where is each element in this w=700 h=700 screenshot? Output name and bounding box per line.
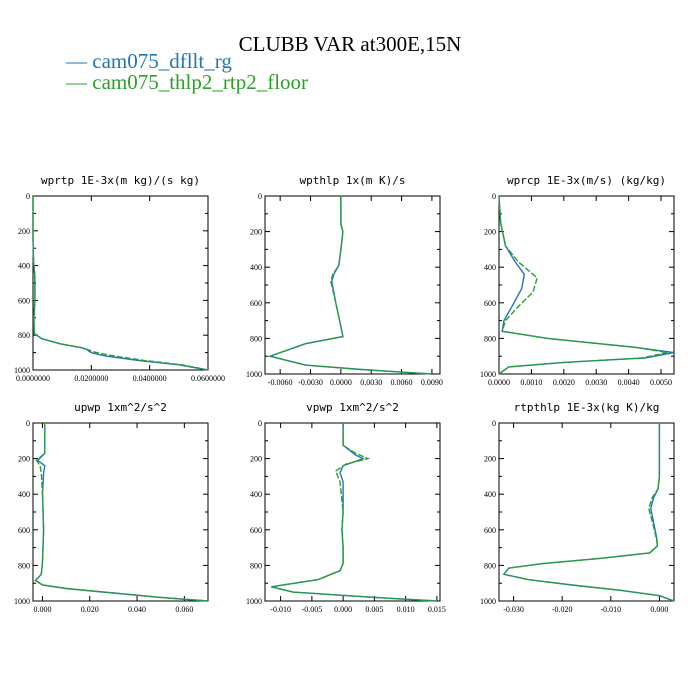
x-tick-label: 0.0030 [585, 378, 607, 387]
panel-title: vpwp 1xm^2/s^2 [306, 401, 399, 414]
y-tick-label: 0 [258, 192, 262, 201]
panel-title: wprcp 1E-3x(m/s) (kg/kg) [507, 174, 666, 187]
y-tick-label: 1000 [246, 370, 262, 379]
series-line-2 [34, 423, 209, 602]
series-line-2 [271, 423, 437, 602]
series-line-1 [34, 423, 209, 602]
y-tick-label: 600 [18, 526, 30, 535]
y-tick-label: 800 [18, 331, 30, 340]
y-tick-label: 400 [250, 263, 262, 272]
plot-frame [264, 195, 441, 375]
legend-entry-1: — cam075_dfllt_rg [66, 49, 232, 73]
x-tick-label: -0.010 [270, 605, 291, 614]
x-tick-label: -0.0060 [268, 378, 293, 387]
plot-frame [264, 422, 441, 602]
series-line-2 [498, 195, 668, 375]
x-tick-label: 0.0050 [650, 378, 672, 387]
y-tick-label: 200 [250, 228, 262, 237]
legend-entry-2: — cam075_thlp2_rtp2_floor [66, 70, 309, 94]
y-tick-label: 200 [484, 228, 496, 237]
x-tick-label: 0.005 [365, 605, 383, 614]
panel-2: wpthlp 1x(m K)/s 0 200 400 600 800 1000 -0.0060… [246, 174, 443, 387]
series-line-1 [502, 423, 675, 602]
y-tick-label: 600 [18, 296, 30, 305]
x-tick-label: 0.0020 [553, 378, 575, 387]
x-tick-label: 0.0060 [391, 378, 413, 387]
y-tick-label: 0 [26, 192, 30, 201]
y-tick-label: 200 [250, 455, 262, 464]
y-tick-label: 0 [492, 419, 496, 428]
panel-title: wpthlp 1x(m K)/s [300, 174, 406, 187]
y-tick-label: 600 [484, 299, 496, 308]
x-tick-label: 0.010 [397, 605, 415, 614]
y-tick-label: 1000 [480, 370, 496, 379]
plot-frame [32, 422, 209, 602]
panel-5: vpwp 1xm^2/s^2 0 200 400 600 800 1000 -0.010 -0.… [246, 401, 446, 614]
y-tick-label: 400 [18, 262, 30, 271]
y-tick-label: 600 [484, 526, 496, 535]
plot-frame [498, 195, 675, 375]
x-tick-label: 0.0000 [330, 378, 352, 387]
y-tick-label: 1000 [480, 597, 496, 606]
series-line-2 [32, 196, 209, 371]
series-line-1 [271, 423, 437, 602]
y-tick-label: 1000 [14, 597, 30, 606]
y-tick-label: 0 [26, 419, 30, 428]
x-tick-label: -0.005 [302, 605, 323, 614]
x-tick-label: 0.0030 [360, 378, 382, 387]
x-tick-label: 0.0090 [421, 378, 443, 387]
x-tick-label: 0.060 [175, 605, 193, 614]
x-tick-label: 0.000 [33, 605, 51, 614]
plot-frame [498, 422, 675, 602]
y-tick-label: 800 [250, 561, 262, 570]
x-tick-label: 0.0400000 [133, 374, 167, 383]
y-tick-label: 800 [18, 561, 30, 570]
y-tick-label: 200 [18, 227, 30, 236]
x-tick-label: -0.020 [552, 605, 573, 614]
panel-title: wprtp 1E-3x(m kg)/(s kg) [41, 174, 200, 187]
panel-6: rtpthlp 1E-3x(kg K)/kg02004006008001000-… [480, 401, 675, 614]
y-tick-label: 1000 [246, 597, 262, 606]
y-tick-label: 600 [250, 526, 262, 535]
panel-3: wprcp 1E-3x(m/s) (kg/kg) 0 200 400 600 800 100… [480, 174, 675, 387]
x-tick-label: 0.000 [650, 605, 668, 614]
figure-title: CLUBB VAR at300E,15N [238, 32, 462, 56]
y-tick-label: 200 [484, 455, 496, 464]
x-tick-label: 0.0000000 [16, 374, 50, 383]
x-tick-label: 0.0200000 [74, 374, 108, 383]
y-tick-label: 200 [18, 455, 30, 464]
y-tick-label: 400 [484, 490, 496, 499]
y-tick-label: 0 [258, 419, 262, 428]
y-tick-label: 800 [484, 561, 496, 570]
y-tick-label: 400 [484, 263, 496, 272]
series-line-2 [502, 423, 675, 602]
x-tick-label: 0.0600000 [191, 374, 225, 383]
panel-1: wprtp 1E-3x(m kg)/(s kg) 0 200 400 600 800 100… [14, 174, 225, 383]
panel-title: rtpthlp 1E-3x(kg K)/kg [514, 401, 660, 414]
y-tick-label: 800 [484, 334, 496, 343]
y-tick-label: 600 [250, 299, 262, 308]
x-tick-label: -0.010 [600, 605, 621, 614]
x-tick-label: -0.0030 [298, 378, 323, 387]
x-tick-label: 0.0040 [618, 378, 640, 387]
x-tick-label: 0.015 [428, 605, 446, 614]
y-tick-label: 1000 [14, 366, 30, 375]
x-tick-label: 0.000 [334, 605, 352, 614]
series-line-1 [498, 195, 675, 375]
x-tick-label: 0.020 [81, 605, 99, 614]
x-tick-label: 0.040 [128, 605, 146, 614]
y-tick-label: 400 [250, 490, 262, 499]
y-tick-label: 0 [492, 192, 496, 201]
y-tick-label: 400 [18, 490, 30, 499]
x-tick-label: -0.030 [503, 605, 524, 614]
x-tick-label: 0.0000 [488, 378, 510, 387]
y-tick-label: 800 [250, 334, 262, 343]
panel-title: upwp 1xm^2/s^2 [74, 401, 167, 414]
x-tick-label: 0.0010 [520, 378, 542, 387]
series-line-2 [267, 196, 432, 375]
